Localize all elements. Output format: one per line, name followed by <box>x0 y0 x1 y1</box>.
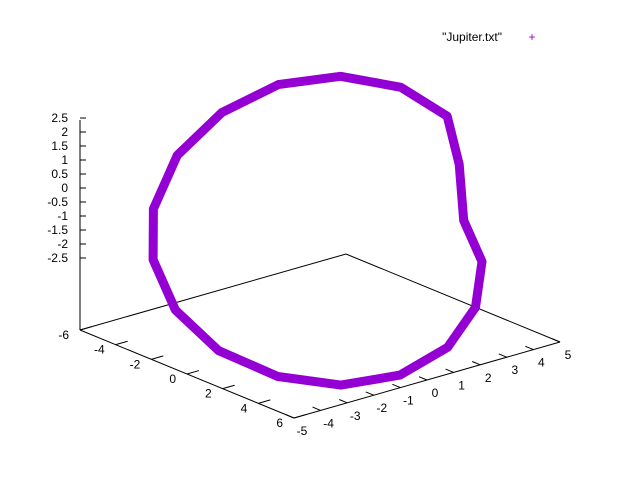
z-tick-label: -1 <box>57 209 68 223</box>
y-tick-mark <box>115 340 128 346</box>
x-tick-label: -2 <box>376 401 387 415</box>
x-tick-mark <box>418 376 428 381</box>
x-tick-label: -3 <box>350 409 361 423</box>
x-tick-mark <box>471 361 481 366</box>
z-tick-label: 1 <box>61 153 68 167</box>
orbit-series: + + + + + + + + + + + + + + + + + + <box>148 71 487 392</box>
orbit-point-marker: + <box>337 71 343 83</box>
y-tick-mark <box>186 370 200 375</box>
y-tick-label: 6 <box>276 416 283 430</box>
y-tick-label: 2 <box>205 387 212 401</box>
x-tick-label: 3 <box>511 363 518 377</box>
x-tick-mark <box>551 338 561 343</box>
x-tick-mark <box>392 383 401 389</box>
z-tick-label: 1.5 <box>51 139 68 153</box>
z-tick-label: -2.5 <box>47 251 68 265</box>
legend-marker: + <box>528 30 535 44</box>
orbit-point-marker: + <box>445 342 451 354</box>
orbit-point-marker: + <box>479 257 485 269</box>
x-tick-mark <box>312 406 321 411</box>
axis-ticks: -5-4-3-2-1012345-6-4-202462.521.510.50-0… <box>47 111 571 438</box>
x-tick-mark <box>338 399 348 404</box>
y-tick-label: -6 <box>58 328 69 342</box>
orbit-point-marker: + <box>397 370 403 382</box>
z-tick-label: 0 <box>61 181 68 195</box>
y-tick-mark <box>222 384 235 390</box>
orbit-point-marker: + <box>398 82 404 94</box>
orbit-point-marker: + <box>460 216 466 228</box>
x-tick-label: 4 <box>538 356 545 370</box>
z-tick-label: -1.5 <box>47 223 68 237</box>
y-tick-mark <box>79 326 93 331</box>
x-tick-mark <box>525 345 534 351</box>
y-tick-label: 4 <box>241 401 248 415</box>
base-edge-back-right <box>345 253 561 343</box>
orbit-point-marker: + <box>219 107 225 119</box>
x-tick-label: 1 <box>458 378 465 392</box>
y-tick-label: 0 <box>169 372 176 386</box>
orbit-point-marker: + <box>215 346 221 358</box>
x-tick-mark <box>498 353 507 358</box>
y-tick-label: -4 <box>94 343 105 357</box>
x-tick-mark <box>285 414 295 419</box>
x-tick-label: 5 <box>565 348 572 362</box>
x-tick-label: -1 <box>403 394 414 408</box>
x-tick-mark <box>445 368 454 373</box>
y-tick-mark <box>151 355 164 360</box>
legend: "Jupiter.txt" + <box>442 30 535 44</box>
y-tick-mark <box>293 414 307 419</box>
orbit-point-marker: + <box>150 204 156 216</box>
x-tick-mark <box>365 391 374 396</box>
y-tick-mark <box>258 399 271 404</box>
z-tick-label: 2 <box>61 125 68 139</box>
base-edge-back-left <box>79 253 347 331</box>
orbit-point-marker: + <box>338 380 344 392</box>
orbit-point-marker: + <box>275 371 281 383</box>
orbit-point-marker: + <box>456 159 462 171</box>
orbit-point-marker: + <box>150 255 156 267</box>
z-tick-label: 0.5 <box>51 167 68 181</box>
orbit-point-marker: + <box>444 111 450 123</box>
orbit-trace <box>148 71 487 390</box>
z-tick-label: -0.5 <box>47 195 68 209</box>
x-tick-label: -5 <box>297 424 308 438</box>
z-tick-label: -2 <box>57 237 68 251</box>
x-tick-label: 2 <box>485 371 492 385</box>
z-tick-label: 2.5 <box>51 111 68 125</box>
orbit-point-marker: + <box>174 150 180 162</box>
legend-label: "Jupiter.txt" <box>442 30 502 44</box>
orbit-point-marker: + <box>472 302 478 314</box>
x-tick-label: -4 <box>323 416 334 430</box>
orbit-point-marker: + <box>172 305 178 317</box>
x-tick-label: 0 <box>432 386 439 400</box>
y-tick-label: -2 <box>130 357 141 371</box>
orbit-point-marker: + <box>275 80 281 92</box>
